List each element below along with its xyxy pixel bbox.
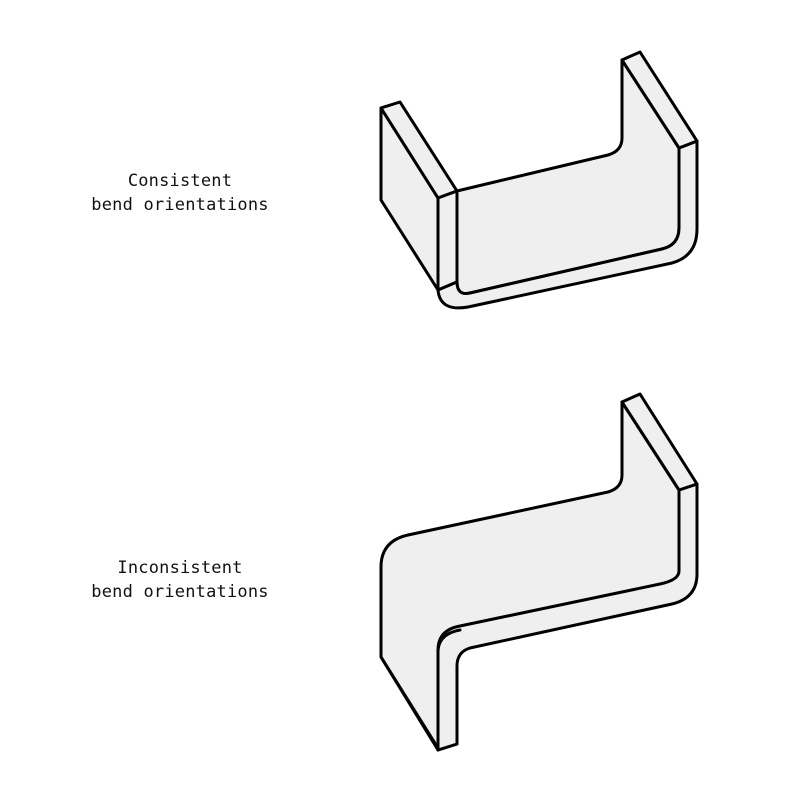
u-channel-part xyxy=(379,50,699,310)
caption-consistent: Consistent bend orientations xyxy=(50,169,310,217)
caption-inconsistent: Inconsistent bend orientations xyxy=(50,556,310,604)
caption-line: Consistent xyxy=(127,171,233,191)
caption-line: bend orientations xyxy=(91,195,269,215)
caption-line: Inconsistent xyxy=(117,558,243,578)
z-bracket-inner-line xyxy=(436,628,462,752)
z-bracket-main-face xyxy=(379,400,681,752)
z-bracket-part xyxy=(379,392,699,752)
u-channel-right-flange-top xyxy=(620,50,699,150)
caption-line: bend orientations xyxy=(91,582,269,602)
z-bracket-left-edge xyxy=(379,655,440,750)
z-bracket-right-flange-top xyxy=(620,392,699,492)
u-channel-left-flange-edge xyxy=(436,189,459,292)
